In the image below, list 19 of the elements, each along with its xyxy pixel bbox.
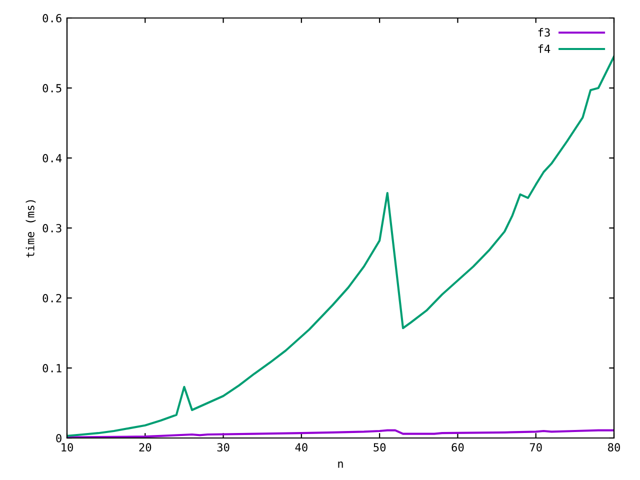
y-tick-label: 0	[56, 434, 62, 442]
x-tick-label: 40	[295, 443, 308, 452]
y-tick-label: 0.3	[42, 224, 62, 232]
legend-label: f4	[538, 44, 550, 53]
x-tick-label: 20	[139, 443, 152, 452]
legend-label: f3	[538, 28, 550, 37]
y-tick-label: 0.6	[42, 14, 62, 22]
x-axis-title: n	[338, 462, 343, 468]
x-tick-label: 30	[217, 443, 230, 452]
y-tick-label: 0.1	[42, 364, 62, 372]
y-tick-label: 0.2	[42, 294, 62, 302]
x-tick-label: 60	[452, 443, 464, 452]
x-tick-label: 10	[62, 443, 73, 452]
y-tick-label: 0.5	[42, 84, 62, 92]
y-tick-label: 0.4	[42, 154, 62, 162]
x-tick-label: 80	[608, 443, 620, 452]
x-tick-label: 50	[374, 443, 386, 452]
x-tick-label: 70	[530, 443, 542, 452]
y-axis-title: time (ms)	[26, 200, 36, 258]
